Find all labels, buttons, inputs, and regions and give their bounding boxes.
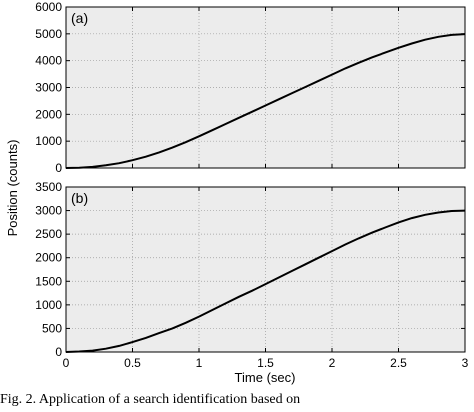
- y-tick-label: 2500: [35, 227, 62, 241]
- x-tick-label: 1.5: [257, 356, 274, 370]
- y-tick-label: 1000: [35, 134, 62, 148]
- y-axis-label: Position (counts): [5, 140, 20, 237]
- y-tick-label: 500: [42, 321, 62, 335]
- x-tick-label: 2: [329, 356, 336, 370]
- y-tick-label: 3500: [35, 180, 62, 194]
- y-tick-label: 1500: [35, 274, 62, 288]
- y-tick-label: 5000: [35, 27, 62, 41]
- y-tick-label: 0: [55, 345, 62, 359]
- x-tick-label: 0.5: [124, 356, 141, 370]
- y-tick-label: 4000: [35, 54, 62, 68]
- y-tick-label: 1000: [35, 298, 62, 312]
- series-line-0: [65, 33, 466, 169]
- y-tick-label: 3000: [35, 204, 62, 218]
- panel-label: (b): [71, 190, 88, 206]
- y-tick-label: 3000: [35, 81, 62, 95]
- x-tick-label: 0: [63, 356, 70, 370]
- series-line-0: [65, 209, 466, 353]
- x-tick-label: 3: [462, 356, 469, 370]
- panel-a: 0 1000 2000 3000 4000 5000 6000 (a): [35, 0, 466, 175]
- panel-label: (a): [71, 10, 88, 26]
- y-tick-label: 6000: [35, 0, 62, 14]
- y-tick-label: 0: [55, 161, 62, 175]
- panel-b: 0 500 1000 1500 2000 2500 3000 3500 0 0.5 1 1.5 2 2.5…: [35, 180, 468, 370]
- x-tick-label: 2.5: [390, 356, 407, 370]
- y-tick-label: 2000: [35, 251, 62, 265]
- y-tick-label: 2000: [35, 107, 62, 121]
- figure-caption: Fig. 2. Application of a search identifi…: [0, 392, 301, 407]
- x-axis-label: Time (sec): [235, 370, 296, 385]
- x-tick-label: 1: [196, 356, 203, 370]
